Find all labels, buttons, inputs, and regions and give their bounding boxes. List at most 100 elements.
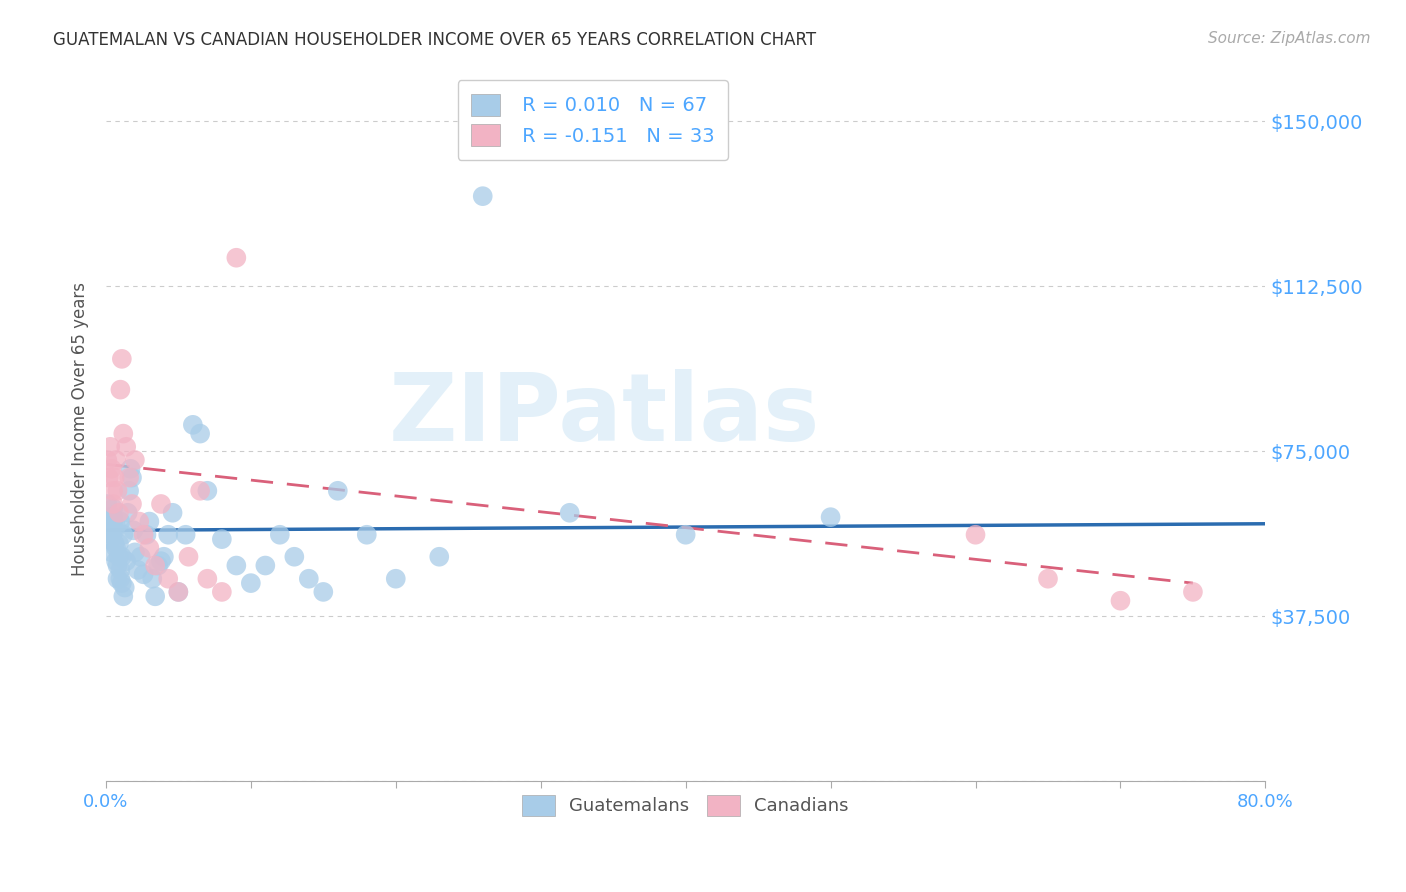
Point xyxy=(97,470,120,484)
Point xyxy=(110,572,132,586)
Point xyxy=(107,558,129,573)
Point xyxy=(471,189,494,203)
Point xyxy=(104,524,127,538)
Point xyxy=(117,506,139,520)
Point xyxy=(157,527,180,541)
Point xyxy=(111,576,134,591)
Point xyxy=(427,549,450,564)
Point xyxy=(167,585,190,599)
Point xyxy=(96,497,118,511)
Point xyxy=(112,426,135,441)
Point xyxy=(132,567,155,582)
Point xyxy=(1036,572,1059,586)
Point xyxy=(149,497,172,511)
Point xyxy=(143,590,166,604)
Point xyxy=(174,527,197,541)
Point xyxy=(188,483,211,498)
Point xyxy=(98,532,121,546)
Point xyxy=(326,483,349,498)
Point xyxy=(121,470,143,484)
Text: ZIPatlas: ZIPatlas xyxy=(389,369,820,461)
Point xyxy=(127,563,149,577)
Point xyxy=(100,527,122,541)
Point xyxy=(135,527,157,541)
Point xyxy=(105,541,128,555)
Point xyxy=(298,572,321,586)
Point xyxy=(211,532,233,546)
Point xyxy=(98,519,121,533)
Point xyxy=(162,506,184,520)
Point xyxy=(254,558,277,573)
Point xyxy=(188,426,211,441)
Point xyxy=(100,545,122,559)
Point xyxy=(146,558,169,573)
Point xyxy=(105,519,128,533)
Point xyxy=(107,483,129,498)
Point xyxy=(675,527,697,541)
Point xyxy=(1109,593,1132,607)
Point xyxy=(195,572,218,586)
Legend: Guatemalans, Canadians: Guatemalans, Canadians xyxy=(513,786,858,825)
Point xyxy=(115,554,138,568)
Point xyxy=(384,572,406,586)
Point xyxy=(101,483,124,498)
Point xyxy=(120,462,142,476)
Text: Source: ZipAtlas.com: Source: ZipAtlas.com xyxy=(1208,31,1371,46)
Point xyxy=(239,576,262,591)
Point xyxy=(225,558,247,573)
Point xyxy=(100,462,122,476)
Point xyxy=(115,440,138,454)
Point xyxy=(143,558,166,573)
Point xyxy=(225,251,247,265)
Point xyxy=(111,351,134,366)
Point xyxy=(101,497,124,511)
Point xyxy=(128,515,150,529)
Point xyxy=(122,524,145,538)
Point xyxy=(269,527,291,541)
Point xyxy=(108,506,131,520)
Point xyxy=(111,549,134,564)
Point xyxy=(121,497,143,511)
Point xyxy=(105,453,128,467)
Text: GUATEMALAN VS CANADIAN HOUSEHOLDER INCOME OVER 65 YEARS CORRELATION CHART: GUATEMALAN VS CANADIAN HOUSEHOLDER INCOM… xyxy=(53,31,817,49)
Y-axis label: Householder Income Over 65 years: Householder Income Over 65 years xyxy=(72,282,89,576)
Point xyxy=(129,549,152,564)
Point xyxy=(97,510,120,524)
Point xyxy=(157,572,180,586)
Point xyxy=(101,510,124,524)
Point xyxy=(110,563,132,577)
Point xyxy=(181,417,204,432)
Point xyxy=(312,585,335,599)
Point xyxy=(108,549,131,564)
Point xyxy=(138,515,160,529)
Point xyxy=(118,470,141,484)
Point xyxy=(110,383,132,397)
Point xyxy=(104,470,127,484)
Point xyxy=(132,527,155,541)
Point xyxy=(112,527,135,541)
Point xyxy=(105,554,128,568)
Point xyxy=(1181,585,1204,599)
Point xyxy=(110,515,132,529)
Point xyxy=(211,585,233,599)
Point xyxy=(283,549,305,564)
Point xyxy=(820,510,842,524)
Point xyxy=(108,536,131,550)
Point xyxy=(107,572,129,586)
Point xyxy=(558,506,581,520)
Point xyxy=(167,585,190,599)
Point xyxy=(153,549,176,564)
Point xyxy=(118,483,141,498)
Point xyxy=(177,549,200,564)
Point xyxy=(104,536,127,550)
Point xyxy=(195,483,218,498)
Point xyxy=(141,572,163,586)
Point xyxy=(138,541,160,555)
Point xyxy=(124,545,146,559)
Point xyxy=(96,453,118,467)
Point xyxy=(149,554,172,568)
Point xyxy=(965,527,987,541)
Point xyxy=(114,581,136,595)
Point xyxy=(101,501,124,516)
Point xyxy=(124,453,146,467)
